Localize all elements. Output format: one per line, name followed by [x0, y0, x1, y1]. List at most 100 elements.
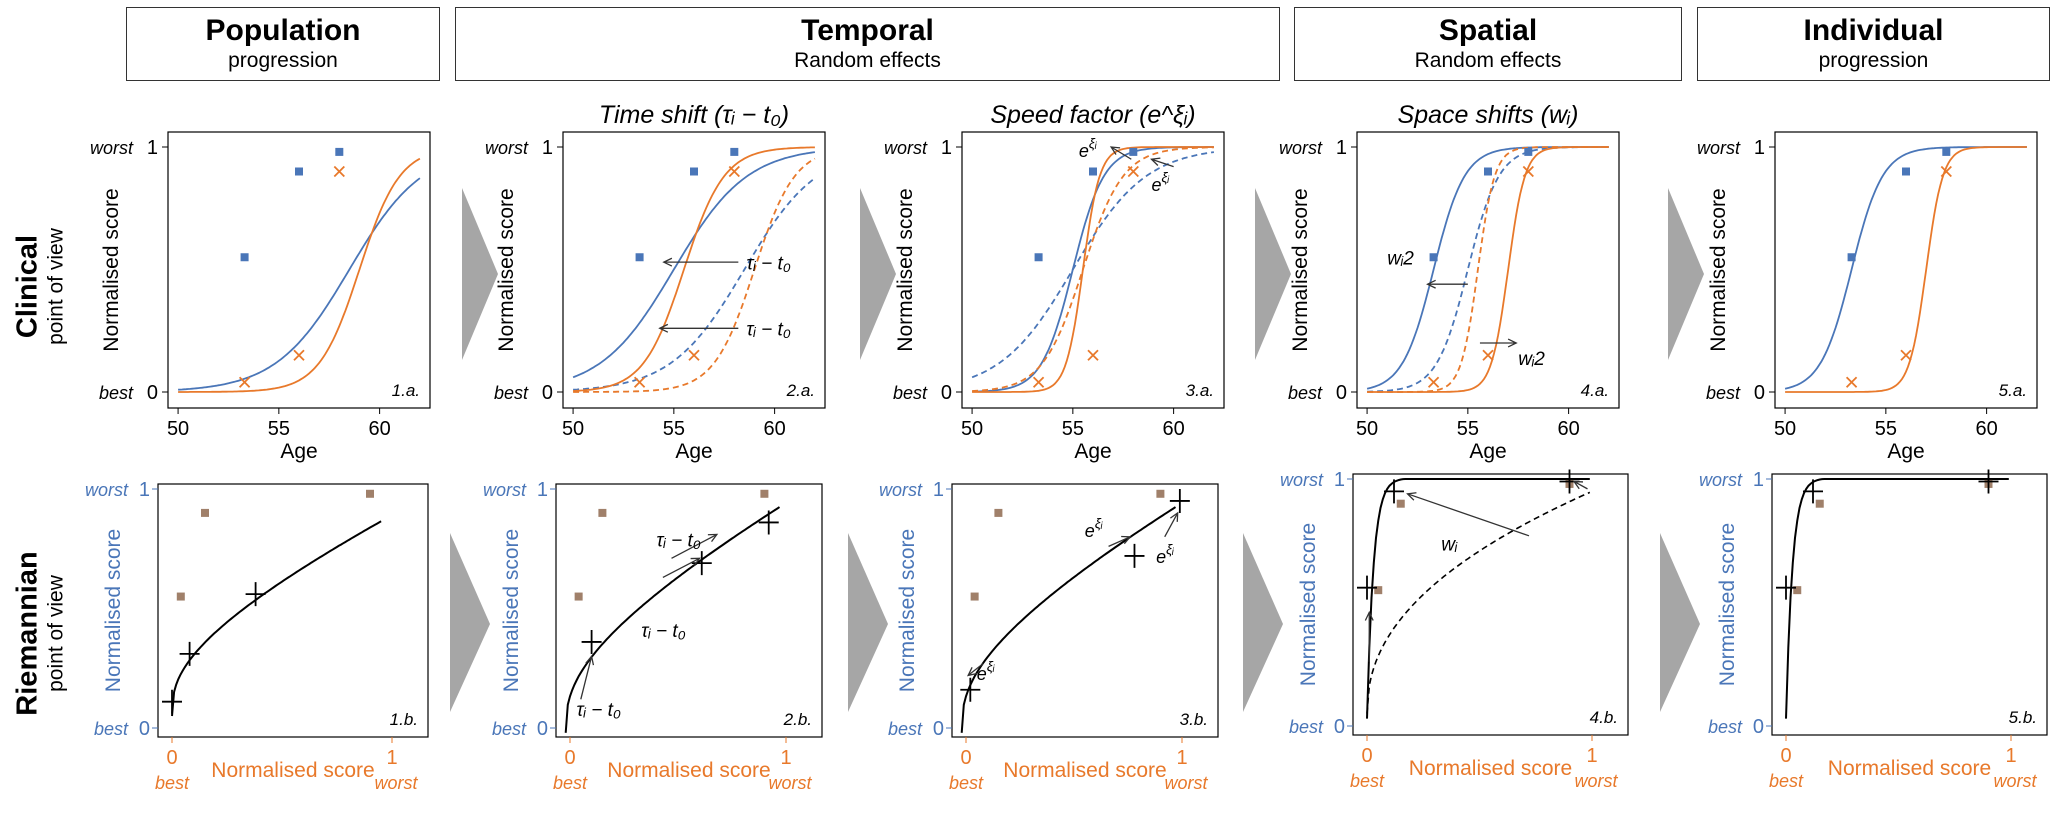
series-line-orange: [1367, 146, 1609, 393]
worst-label: worst: [1279, 138, 1323, 158]
observation-blue-square: [730, 147, 739, 156]
tau-arrow-orange-head: [658, 323, 669, 333]
y-tick-label: 1: [147, 137, 158, 159]
y-tick-label: 0: [1754, 382, 1765, 404]
best-label: best: [1289, 717, 1324, 737]
speed-arrow-blue-head: [1109, 146, 1121, 155]
panel-1.b.-frame: [157, 483, 429, 738]
observation-square: [1815, 499, 1824, 508]
y-axis-label: Normalised score: [100, 188, 123, 351]
speed-label: eξᵢ: [977, 659, 995, 684]
best-label: best: [1708, 717, 1743, 737]
worst-label: worst: [1280, 470, 1324, 490]
y-tick-label: 1: [542, 137, 553, 159]
observation-blue-square: [1034, 253, 1043, 262]
time-point-mark: [179, 641, 200, 666]
observation-orange-cross: [1127, 165, 1139, 178]
x-axis-label: Age: [675, 440, 712, 463]
x-axis-label: Age: [1887, 440, 1924, 463]
series-line-blue: [573, 177, 816, 391]
time-point-mark: [960, 677, 981, 702]
panel-1.a.-frame: [167, 131, 431, 409]
observation-square: [176, 592, 185, 601]
x-tick-label: 55: [1062, 418, 1084, 440]
header-title: Population: [205, 14, 361, 47]
observation-square: [970, 592, 979, 601]
x-tick-label: 0: [564, 747, 575, 769]
transition-arrow: [450, 533, 490, 712]
x-tick-label: 60: [1162, 418, 1184, 440]
header-subtitle: Random effects: [1414, 49, 1562, 72]
observation-square: [760, 489, 769, 498]
series-line-blue: [1784, 146, 2027, 390]
time-point-mark: [691, 551, 712, 576]
best-label: best: [888, 719, 923, 739]
panel-3.a.-frame: [961, 131, 1225, 409]
header-subtitle: Random effects: [794, 49, 941, 72]
y-tick-label: 1: [1336, 137, 1347, 159]
series-line-orange: [972, 146, 1214, 393]
space-shift-label: wᵢ2: [1387, 249, 1414, 270]
x-tick-label: 60: [763, 418, 785, 440]
y-tick-label: 0: [1753, 716, 1764, 738]
y-tick-label: 1: [933, 479, 944, 501]
column-title: Time shift (τᵢ − t₀): [599, 101, 789, 129]
space-shift-arrow-head: [1572, 480, 1584, 490]
time-point-mark: [1124, 543, 1145, 568]
observation-blue-square: [635, 253, 644, 262]
worst-label: worst: [1699, 470, 1743, 490]
best-label: best: [99, 383, 134, 403]
x-tick-label: 55: [1457, 418, 1479, 440]
speed-arrow-blue: [1110, 146, 1132, 160]
tau-label: τᵢ − t₀: [576, 700, 620, 721]
observation-square: [1396, 499, 1405, 508]
observation-blue-square: [295, 167, 303, 176]
panel-4.a.-frame: [1356, 131, 1620, 409]
x-axis-label: Age: [280, 440, 317, 463]
tau-arrow: [662, 557, 700, 579]
x-tick-label: 0: [1361, 745, 1372, 767]
observation-blue-square: [335, 147, 344, 156]
x-tick-label: 0: [1780, 745, 1791, 767]
observation-square: [574, 592, 583, 601]
y-axis-label: Normalised score: [1716, 523, 1739, 686]
header-temporal: Temporal Random effects: [455, 7, 1280, 81]
y-tick-label: 1: [941, 137, 952, 159]
best-label: best: [492, 719, 527, 739]
column-title: Space shifts (wᵢ): [1398, 101, 1579, 129]
x-tick-label: 50: [961, 418, 983, 440]
speed-arrow-orange-head: [1150, 157, 1161, 166]
space-shift-label: wᵢ: [1441, 535, 1458, 556]
x-tick-label: 50: [562, 418, 584, 440]
y-tick-label: 1: [1754, 137, 1765, 159]
header-spatial: Spatial Random effects: [1294, 7, 1682, 81]
y-axis-label: Normalised score: [500, 529, 523, 692]
geodesic-curve: [1785, 478, 2009, 719]
x-tick-label: 55: [1875, 418, 1897, 440]
observation-orange-cross: [1032, 376, 1045, 388]
x-tick-label: 50: [1356, 418, 1378, 440]
tau-arrow-blue-head: [662, 257, 673, 267]
y-tick-label: 0: [542, 382, 553, 404]
best-label: best: [893, 383, 928, 403]
speed-label: eξᵢ: [1079, 136, 1097, 161]
y-axis-label: Normalised score: [495, 188, 518, 351]
column-title: Speed factor (e^ξᵢ): [990, 101, 1195, 129]
x-tick-label: 60: [1975, 418, 1997, 440]
observation-square: [366, 489, 374, 498]
transition-arrow: [462, 188, 498, 360]
x-tick-label: 60: [1557, 418, 1579, 440]
space-shift-arrow: [1407, 493, 1530, 537]
transition-arrow: [1660, 533, 1700, 712]
observation-blue-square: [1524, 147, 1533, 156]
transition-arrow: [848, 533, 888, 712]
x-tick-label: 1: [1586, 745, 1597, 767]
series-line-orange: [573, 146, 815, 392]
x-axis-label: Age: [1074, 440, 1111, 463]
x-axis-label: Age: [1469, 440, 1506, 463]
tau-arrow: [671, 533, 718, 559]
transition-arrow: [1255, 188, 1291, 360]
panel-2.b.-frame: [555, 483, 823, 738]
time-point-mark: [581, 629, 602, 654]
time-point-mark: [1357, 575, 1377, 600]
